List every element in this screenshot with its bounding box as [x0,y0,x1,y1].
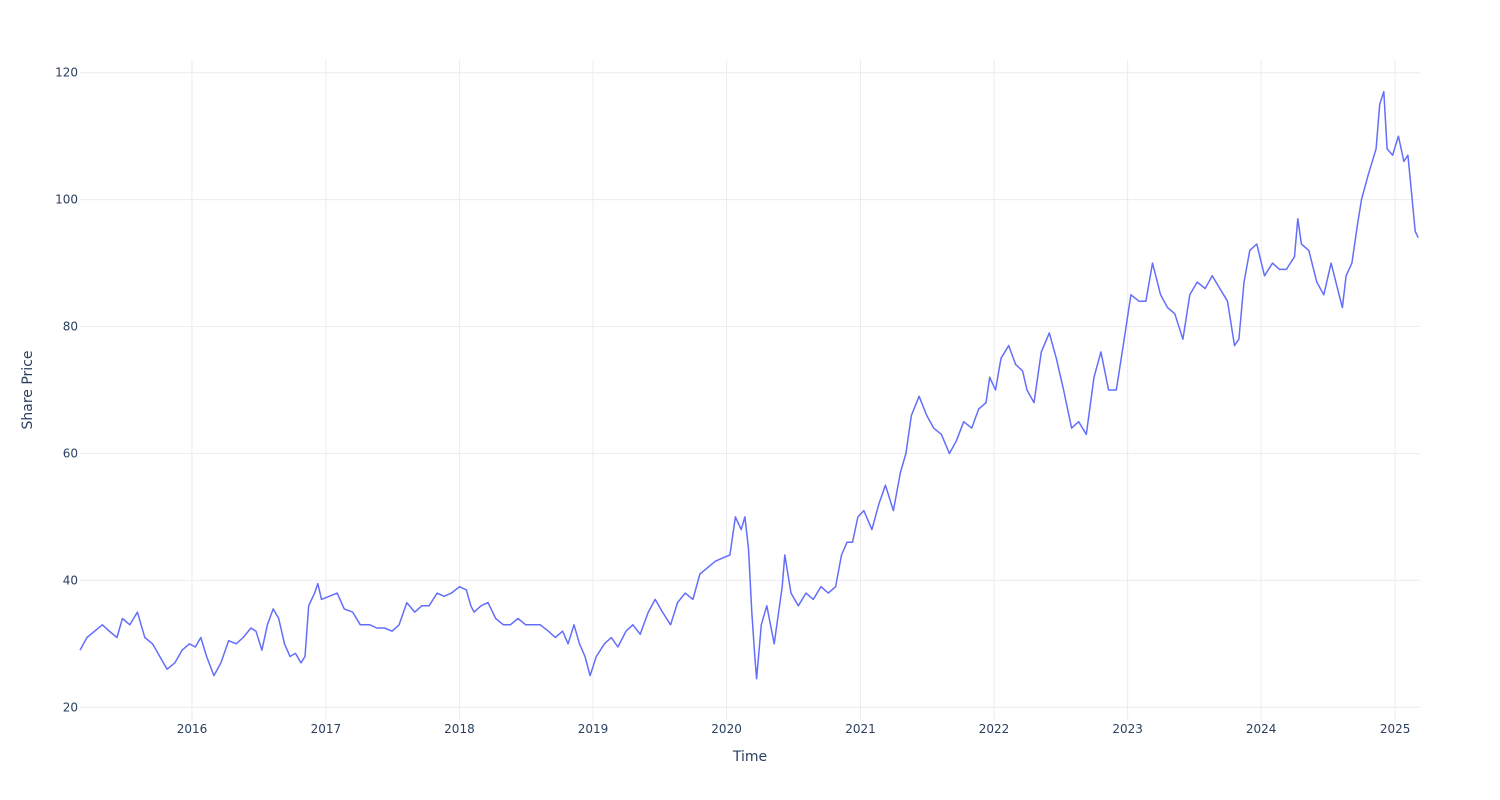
x-tick-label: 2018 [444,722,475,736]
y-tick-label: 60 [63,446,78,460]
share-price-line [79,90,1419,680]
x-tick-label: 2023 [1112,722,1143,736]
y-tick-label: 20 [63,700,78,714]
y-axis-title: Share Price [20,350,36,429]
x-gridlines [191,60,1396,720]
x-tick-labels: 2016 2017 2018 2019 2020 2021 2022 2023 2024 2025 [177,722,1411,736]
x-tick-label: 2022 [979,722,1010,736]
x-tick-label: 2017 [311,722,342,736]
x-tick-label: 2024 [1246,722,1277,736]
y-tick-label: 120 [55,66,78,80]
x-tick-label: 2025 [1380,722,1411,736]
y-tick-labels: 20 40 60 80 100 120 [55,66,78,715]
y-tick-label: 40 [63,573,78,587]
x-tick-label: 2021 [845,722,876,736]
x-tick-label: 2020 [711,722,742,736]
y-tick-label: 100 [55,193,78,207]
x-tick-label: 2016 [177,722,208,736]
x-axis-title: Time [732,749,767,765]
x-tick-label: 2019 [578,722,609,736]
y-tick-label: 80 [63,320,78,334]
y-gridlines [80,72,1420,708]
